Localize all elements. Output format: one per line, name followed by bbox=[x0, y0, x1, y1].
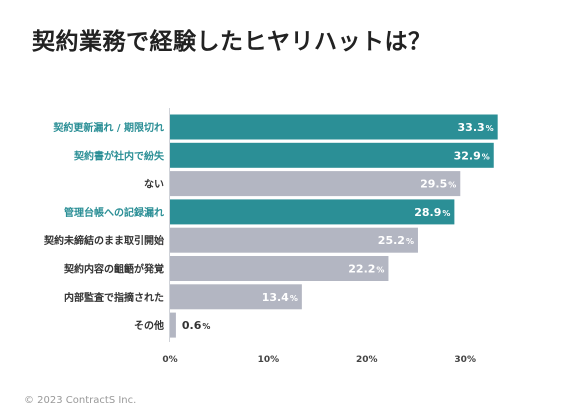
value-number: 13.4 bbox=[262, 291, 289, 304]
x-tick-label: 20% bbox=[356, 355, 378, 365]
chart-title: 契約業務で経験したヒヤリハットは？ bbox=[32, 29, 432, 55]
value-unit: % bbox=[482, 152, 490, 161]
category-label: ない bbox=[144, 179, 164, 191]
bars-group: 契約更新漏れ / 期限切れ 33.3% 契約書が社内で紛失 32.9% ない 29.5% 管… bbox=[44, 114, 498, 338]
category-label: 契約書が社内で紛失 bbox=[74, 149, 165, 162]
value-label: 25.2% bbox=[378, 234, 414, 247]
value-number: 28.9 bbox=[414, 206, 441, 219]
x-axis-ticks: 0% 10% 20% 30% bbox=[162, 355, 476, 365]
category-label: 内部監査で指摘された bbox=[64, 291, 164, 304]
bar bbox=[170, 284, 302, 310]
category-label: その他 bbox=[134, 319, 164, 332]
bar bbox=[170, 199, 455, 225]
bar bbox=[170, 142, 494, 168]
category-label: 管理台帳への記録漏れ bbox=[64, 206, 164, 219]
x-tick-label: 10% bbox=[258, 355, 280, 365]
bar bbox=[170, 312, 176, 338]
value-number: 33.3 bbox=[458, 121, 485, 134]
x-tick-label: 30% bbox=[454, 355, 476, 365]
value-label: 13.4% bbox=[262, 291, 298, 304]
bar bbox=[170, 227, 418, 253]
value-unit: % bbox=[448, 181, 456, 190]
value-unit: % bbox=[442, 209, 450, 218]
value-unit: % bbox=[406, 237, 414, 246]
category-label: 契約未締結のまま取引開始 bbox=[44, 234, 164, 247]
bar bbox=[170, 114, 498, 140]
bar bbox=[170, 171, 461, 197]
value-unit: % bbox=[202, 322, 210, 331]
value-number: 25.2 bbox=[378, 234, 405, 247]
value-number: 22.2 bbox=[348, 263, 375, 276]
value-label: 29.5% bbox=[420, 178, 456, 191]
value-number: 29.5 bbox=[420, 178, 447, 191]
value-label: 22.2% bbox=[348, 263, 384, 276]
value-unit: % bbox=[486, 124, 494, 133]
category-label: 契約内容の齟齬が発覚 bbox=[64, 263, 164, 276]
value-number: 0.6 bbox=[182, 319, 202, 332]
category-label: 契約更新漏れ / 期限切れ bbox=[53, 121, 164, 134]
x-tick-label: 0% bbox=[162, 355, 177, 365]
value-number: 32.9 bbox=[454, 149, 481, 162]
value-label: 32.9% bbox=[454, 149, 490, 162]
bar bbox=[170, 256, 389, 281]
value-unit: % bbox=[290, 294, 298, 303]
copyright-text: © 2023 ContractS Inc. bbox=[24, 395, 137, 406]
value-unit: % bbox=[376, 266, 384, 275]
value-label: 33.3% bbox=[458, 121, 494, 134]
value-label: 0.6% bbox=[182, 319, 211, 332]
value-label: 28.9% bbox=[414, 206, 450, 219]
